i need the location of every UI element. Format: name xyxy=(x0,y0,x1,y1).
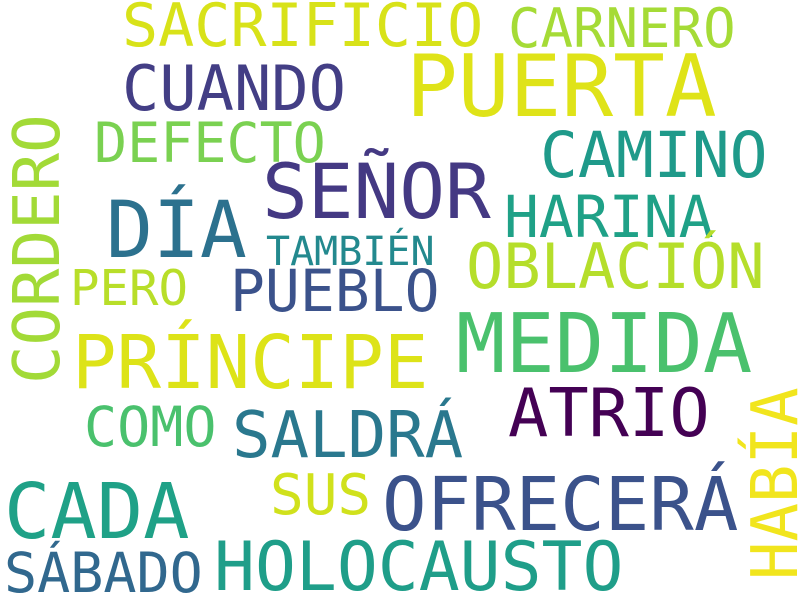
word-oblacion: OBLACIÓN xyxy=(466,230,765,303)
word-saldra: SALDRÁ xyxy=(232,399,464,473)
word-cordero: CORDERO xyxy=(1,114,75,384)
word-sus: SUS xyxy=(270,463,372,528)
word-cuando: CUANDO xyxy=(122,52,346,125)
word-puerta: PUERTA xyxy=(406,37,717,137)
word-medida: MEDIDA xyxy=(456,297,753,392)
word-ofrecera: OFRECERÁ xyxy=(382,462,739,548)
word-principe: PRÍNCIPE xyxy=(72,320,429,406)
word-carnero: CARNERO xyxy=(508,0,736,60)
word-defecto: DEFECTO xyxy=(94,111,326,175)
word-cada: CADA xyxy=(4,468,190,557)
word-sacrificio: SACRIFICIO xyxy=(122,0,484,61)
word-atrio: ATRIO xyxy=(508,374,710,452)
word-habia: HABÍA xyxy=(739,387,800,580)
word-pero: PERO xyxy=(70,260,189,317)
word-pueblo: PUEBLO xyxy=(230,257,440,325)
word-camino: CAMINO xyxy=(540,119,768,192)
word-harina: HARINA xyxy=(504,183,714,251)
word-senor: SEÑOR xyxy=(262,147,491,236)
word-tambien: TAMBIÉN xyxy=(266,229,435,275)
word-sabado: SÁBADO xyxy=(4,541,203,600)
word-dia: DÍA xyxy=(106,186,247,276)
word-como: COMO xyxy=(84,395,217,459)
word-holocausto: HOLOCAUSTO xyxy=(214,528,624,600)
